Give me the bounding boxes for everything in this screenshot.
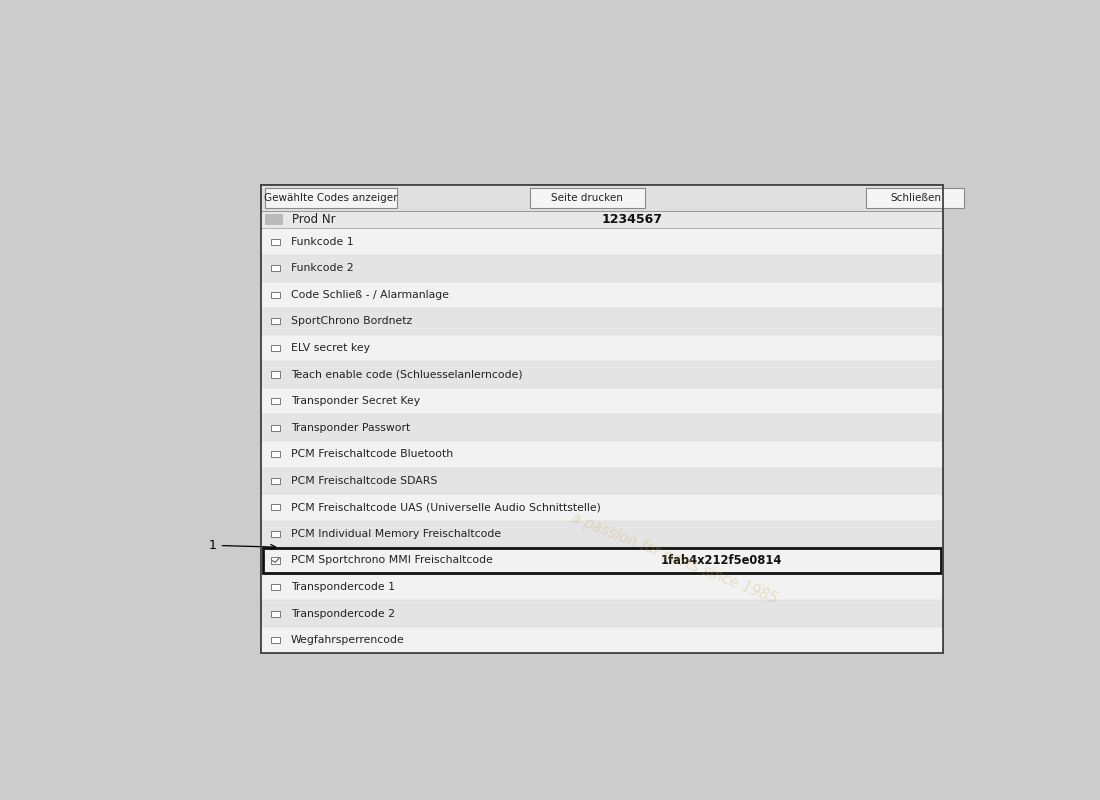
Bar [272, 504, 279, 510]
Text: Seite drucken: Seite drucken [551, 193, 623, 203]
Text: Wegfahrsperrencode: Wegfahrsperrencode [290, 635, 405, 645]
Bar [264, 214, 284, 226]
Text: a passion for parts since 1985: a passion for parts since 1985 [570, 510, 780, 606]
Bar [261, 362, 943, 388]
Bar [263, 549, 942, 573]
Text: 1234567: 1234567 [602, 214, 662, 226]
Bar [272, 265, 279, 271]
Bar [272, 345, 279, 351]
Bar [530, 189, 645, 208]
Bar [261, 574, 943, 600]
Text: Funkcode 2: Funkcode 2 [290, 263, 353, 274]
Text: Transponder Passwort: Transponder Passwort [290, 422, 410, 433]
Text: Prod Nr: Prod Nr [292, 214, 336, 226]
Bar [272, 531, 279, 537]
Text: PCM Sportchrono MMI Freischaltcode: PCM Sportchrono MMI Freischaltcode [290, 555, 493, 566]
Bar [261, 186, 943, 654]
Bar [867, 189, 965, 208]
Bar [261, 414, 943, 441]
Bar [272, 584, 279, 590]
Bar [272, 292, 279, 298]
Text: Transpondercode 2: Transpondercode 2 [290, 609, 395, 618]
Text: Teach enable code (Schluesselanlerncode): Teach enable code (Schluesselanlerncode) [290, 370, 522, 379]
Text: Gewählte Codes anzeiger: Gewählte Codes anzeiger [264, 193, 397, 203]
Text: Funkcode 1: Funkcode 1 [290, 237, 353, 246]
Bar [261, 547, 943, 574]
Bar [272, 238, 279, 245]
Bar [272, 637, 279, 643]
Bar [261, 441, 943, 467]
Bar [261, 308, 943, 334]
Text: PCM Individual Memory Freischaltcode: PCM Individual Memory Freischaltcode [290, 529, 502, 539]
Bar [261, 228, 943, 255]
Bar [272, 610, 279, 617]
Bar [261, 521, 943, 547]
Bar [264, 189, 397, 208]
Text: 1: 1 [209, 539, 276, 552]
Bar [261, 627, 943, 654]
Text: Code Schließ - / Alarmanlage: Code Schließ - / Alarmanlage [290, 290, 449, 300]
Bar [261, 494, 943, 521]
Bar [272, 371, 279, 378]
Text: Transponder Secret Key: Transponder Secret Key [290, 396, 420, 406]
Text: Transpondercode 1: Transpondercode 1 [290, 582, 395, 592]
Text: Schließen: Schließen [890, 193, 940, 203]
Bar [261, 600, 943, 627]
Bar [261, 334, 943, 362]
Bar [261, 467, 943, 494]
Bar [272, 478, 279, 484]
Text: SportChrono Bordnetz: SportChrono Bordnetz [290, 316, 412, 326]
Bar [272, 398, 279, 404]
Bar [261, 186, 943, 211]
Text: PCM Freischaltcode UAS (Universelle Audio Schnittstelle): PCM Freischaltcode UAS (Universelle Audi… [290, 502, 601, 512]
Bar [272, 558, 279, 563]
Bar [261, 211, 943, 228]
Bar [272, 425, 279, 430]
Bar [272, 451, 279, 458]
Text: PCM Freischaltcode Bluetooth: PCM Freischaltcode Bluetooth [290, 450, 453, 459]
Bar [272, 318, 279, 325]
Bar [261, 255, 943, 282]
Text: 1fab4x212f5e0814: 1fab4x212f5e0814 [661, 554, 782, 567]
Bar [261, 388, 943, 414]
Bar [261, 186, 943, 654]
Text: PCM Freischaltcode SDARS: PCM Freischaltcode SDARS [290, 476, 438, 486]
Bar [261, 282, 943, 308]
Text: ELV secret key: ELV secret key [290, 343, 370, 353]
